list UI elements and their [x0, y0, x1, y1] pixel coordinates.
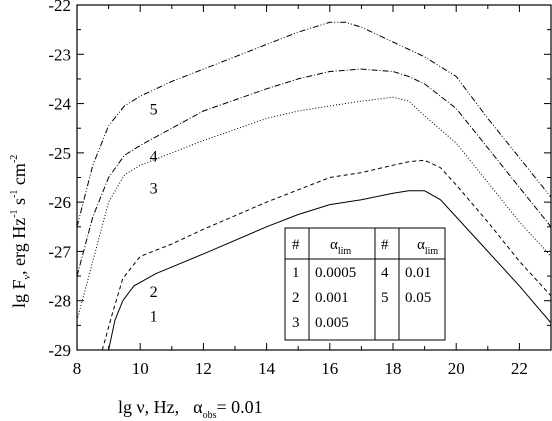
x-tick-label: 20 — [448, 359, 465, 378]
x-tick-label: 18 — [385, 359, 402, 378]
series-line-5 — [77, 21, 551, 227]
legend-cell: 2 — [292, 290, 300, 306]
legend-cell: 0.005 — [315, 315, 349, 331]
x-tick-label: 8 — [73, 359, 82, 378]
curve-label-2: 2 — [150, 284, 158, 301]
series-line-1 — [108, 190, 551, 350]
series-line-2 — [101, 159, 551, 350]
x-tick-label: 12 — [195, 359, 212, 378]
y-tick-label: -25 — [48, 144, 71, 163]
y-tick-label: -23 — [48, 45, 71, 64]
legend-cell: 0.001 — [315, 290, 349, 306]
legend-header-num-1: # — [292, 237, 300, 253]
y-axis-title: lg Fν, erg Hz-1 s-1 cm-2 — [9, 155, 33, 308]
legend-header-alpha-1: αlim — [330, 237, 351, 257]
legend-cell: 4 — [381, 265, 389, 281]
x-tick-label: 10 — [132, 359, 149, 378]
legend-cell: 5 — [381, 290, 389, 306]
legend-table: # αlim # αlim 1 0.0005 4 0.01 2 0.001 5 … — [284, 227, 446, 341]
y-tick-label: -27 — [48, 242, 71, 261]
axis-ticks: 8 10 12 14 16 18 20 22-29-28-27-26-25-24-23-22 — [48, 0, 552, 378]
x-tick-label: 16 — [321, 359, 338, 378]
curve-label-5: 5 — [150, 102, 158, 119]
legend-header-num-2: # — [381, 237, 389, 253]
legend-header-alpha-2: αlim — [417, 237, 438, 257]
legend-cell: 0.01 — [405, 265, 431, 281]
legend-cell: 3 — [292, 315, 300, 331]
legend-cell: 1 — [292, 265, 300, 281]
curve-label-1: 1 — [150, 309, 158, 326]
y-tick-label: -29 — [48, 341, 71, 360]
legend-cell: 0.0005 — [315, 265, 356, 281]
y-tick-label: -28 — [48, 292, 71, 311]
x-tick-label: 14 — [258, 359, 276, 378]
x-tick-label: 22 — [511, 359, 528, 378]
curves-layer — [77, 21, 551, 350]
legend-cell: 0.05 — [405, 290, 431, 306]
x-axis-title: lg ν, Hz, αobs= 0.01 — [118, 397, 263, 421]
y-tick-label: -24 — [48, 95, 71, 114]
curve-label-3: 3 — [150, 180, 158, 197]
curve-label-4: 4 — [150, 148, 158, 165]
y-tick-label: -26 — [48, 193, 71, 212]
y-tick-label: -22 — [48, 0, 71, 15]
curve-labels: 1 2 3 4 5 — [150, 102, 158, 326]
series-line-4 — [77, 68, 551, 277]
